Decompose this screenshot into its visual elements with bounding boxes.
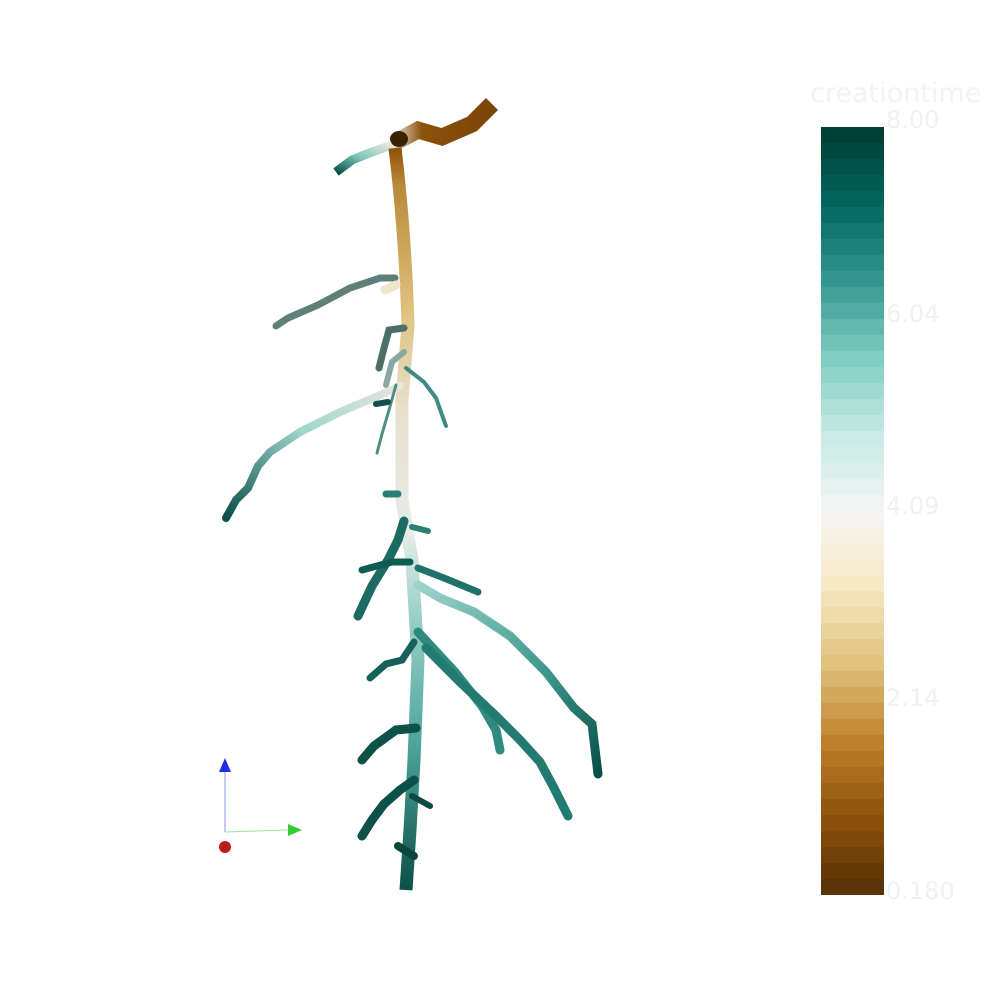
colorbar-band (821, 319, 884, 336)
colorbar-band (821, 207, 884, 224)
colorbar-band (821, 735, 884, 752)
colorbar-label-mid: 4.09 (886, 492, 940, 520)
colorbar-band (821, 703, 884, 720)
colorbar-band (821, 143, 884, 160)
colorbar-band (821, 767, 884, 784)
colorbar-band (821, 863, 884, 880)
colorbar-band (821, 463, 884, 480)
colorbar-band (821, 239, 884, 256)
colorbar-band (821, 751, 884, 768)
colorbar-band (821, 303, 884, 320)
colorbar (821, 127, 884, 895)
colorbar-band (821, 383, 884, 400)
colorbar-band (821, 255, 884, 272)
colorbar-band (821, 799, 884, 816)
colorbar-band (821, 271, 884, 288)
colorbar-band (821, 287, 884, 304)
colorbar-band (821, 191, 884, 208)
colorbar-band (821, 831, 884, 848)
colorbar-band (821, 639, 884, 656)
colorbar-band (821, 415, 884, 432)
colorbar-band (821, 847, 884, 864)
colorbar-band (821, 719, 884, 736)
colorbar-label-max: 8.00 (886, 106, 940, 134)
colorbar-band (821, 511, 884, 528)
colorbar-label-min: 0.180 (886, 877, 955, 905)
taproot (388, 147, 425, 891)
colorbar-label-q3: 6.04 (886, 300, 940, 328)
colorbar-band (821, 671, 884, 688)
colorbar-band (821, 783, 884, 800)
root-collar (333, 97, 499, 176)
colorbar-band (821, 447, 884, 464)
colorbar-band (821, 607, 884, 624)
colorbar-band (821, 399, 884, 416)
colorbar-band (821, 431, 884, 448)
colorbar-band (821, 495, 884, 512)
lateral-roots (222, 274, 603, 860)
colorbar-band (821, 543, 884, 560)
colorbar-band (821, 879, 884, 895)
colorbar-band (821, 175, 884, 192)
colorbar-band (821, 335, 884, 352)
colorbar-band (821, 159, 884, 176)
colorbar-band (821, 367, 884, 384)
colorbar-band (821, 815, 884, 832)
colorbar-title: creationtime (810, 78, 982, 109)
colorbar-band (821, 351, 884, 368)
colorbar-label-q1: 2.14 (886, 684, 940, 712)
colorbar-band (821, 223, 884, 240)
colorbar-band (821, 559, 884, 576)
colorbar-band (821, 591, 884, 608)
orientation-axes (219, 758, 302, 853)
colorbar-band (821, 687, 884, 704)
colorbar-band (821, 527, 884, 544)
colorbar-band (821, 127, 884, 144)
colorbar-band (821, 623, 884, 640)
colorbar-band (821, 479, 884, 496)
colorbar-band (821, 655, 884, 672)
colorbar-band (821, 575, 884, 592)
